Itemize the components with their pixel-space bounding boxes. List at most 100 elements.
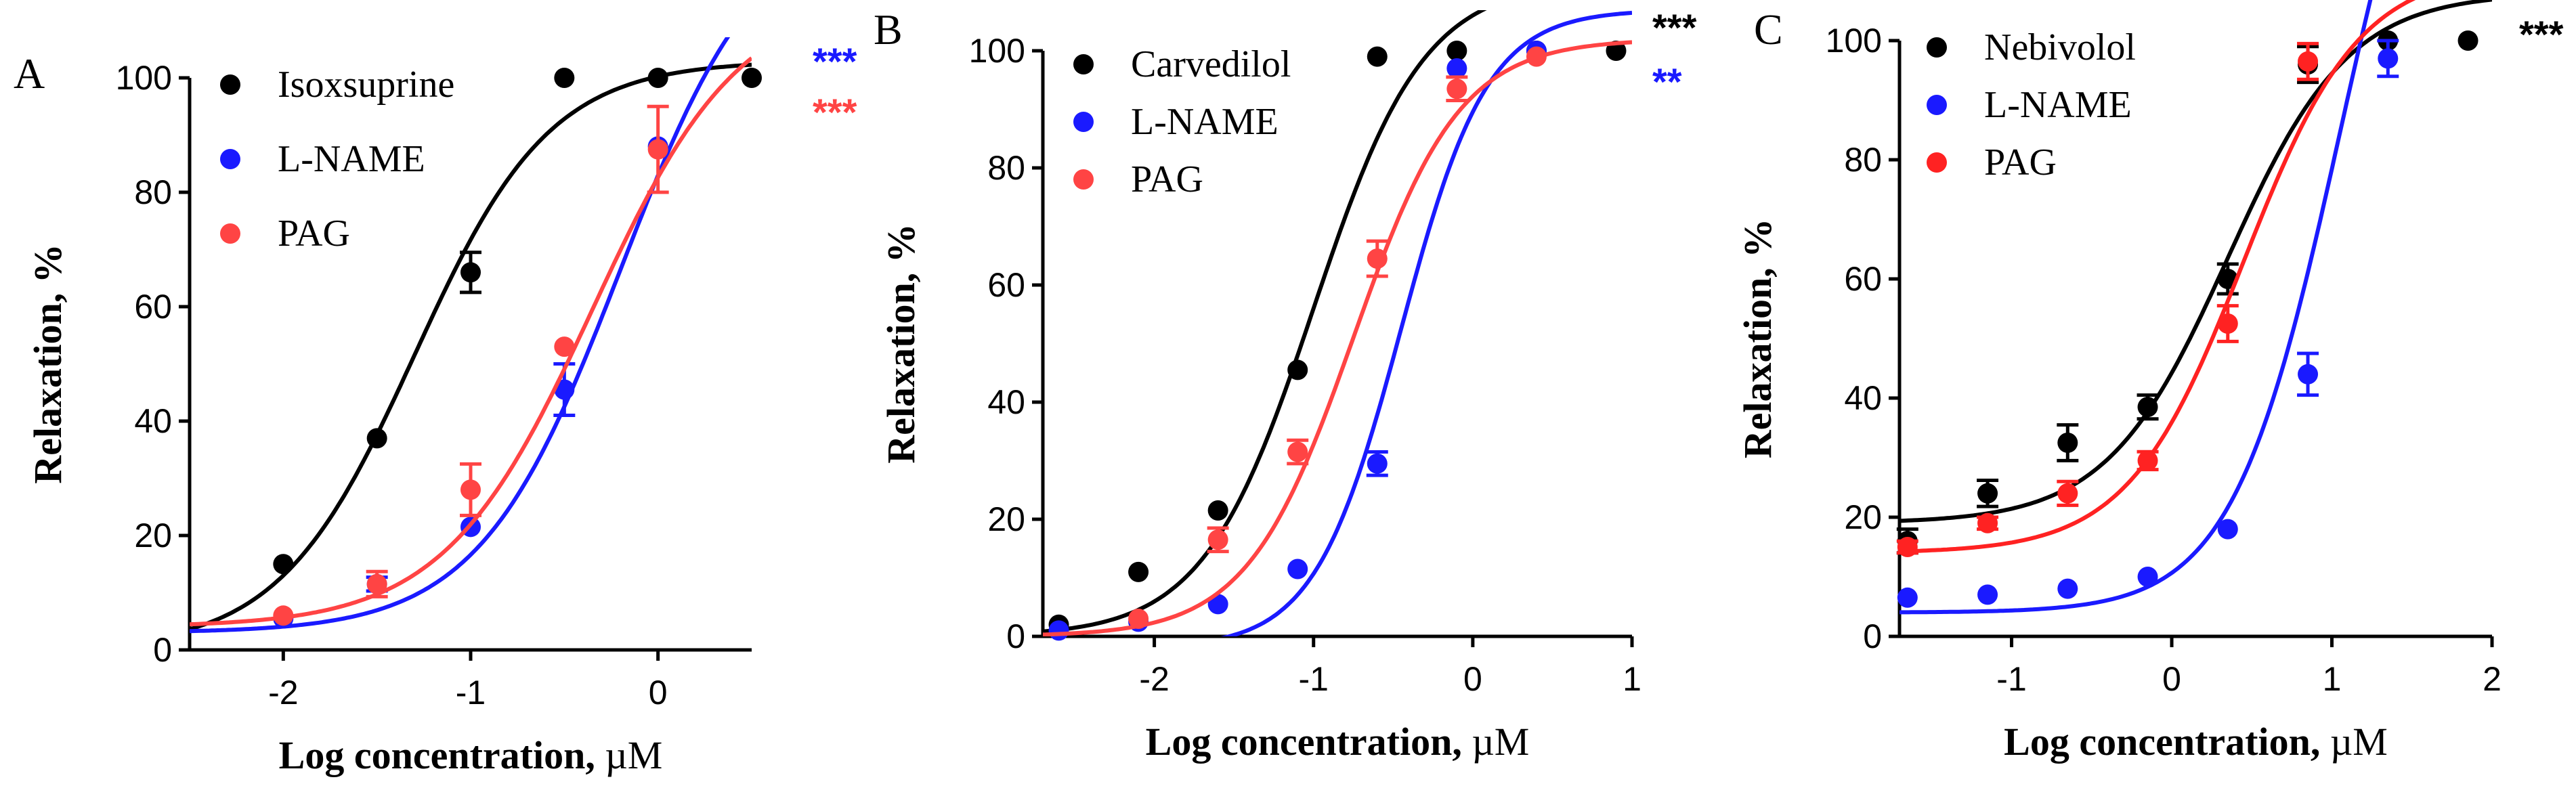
x-tick-label: -2 bbox=[268, 674, 298, 712]
legend-marker bbox=[1073, 112, 1094, 132]
data-point bbox=[273, 554, 294, 575]
data-point bbox=[2057, 483, 2078, 504]
data-point bbox=[1977, 483, 1998, 504]
significance-stars: *** bbox=[1652, 6, 1697, 49]
legend-marker bbox=[1927, 37, 1947, 58]
legend-label: L-NAME bbox=[278, 138, 425, 180]
data-point bbox=[1128, 609, 1149, 630]
data-point bbox=[1367, 46, 1388, 67]
data-point bbox=[1446, 58, 1467, 79]
y-axis-title: Relaxation, % bbox=[26, 244, 70, 483]
panel-letter: C bbox=[1754, 5, 1783, 53]
data-point bbox=[2137, 567, 2158, 587]
data-point bbox=[273, 605, 294, 626]
x-tick-label: -1 bbox=[1996, 660, 2026, 698]
data-point bbox=[1128, 561, 1149, 582]
fit-curve bbox=[1899, 0, 2492, 523]
legend-marker bbox=[1073, 169, 1094, 190]
data-point bbox=[2217, 519, 2238, 540]
x-tick-label: 0 bbox=[649, 674, 668, 712]
legend-label: L-NAME bbox=[1984, 84, 2132, 126]
data-point bbox=[1446, 41, 1467, 61]
legend-marker bbox=[220, 223, 240, 244]
series-pag bbox=[190, 56, 752, 627]
y-tick-label: 60 bbox=[987, 266, 1025, 304]
y-axis-title: Relaxation, % bbox=[879, 223, 923, 463]
data-point bbox=[1207, 500, 1228, 521]
panel-letter: B bbox=[874, 5, 903, 53]
data-point bbox=[460, 262, 481, 283]
fit-curve bbox=[1899, 0, 2416, 554]
data-point bbox=[647, 139, 668, 160]
x-axis-title-unit: µM bbox=[605, 733, 662, 777]
significance-stars: *** bbox=[813, 40, 857, 83]
fit-curve bbox=[190, 37, 731, 634]
y-tick-label: 80 bbox=[134, 173, 172, 211]
data-point bbox=[1287, 559, 1308, 580]
significance-stars: ** bbox=[1652, 60, 1682, 103]
legend-marker bbox=[1927, 95, 1947, 115]
y-tick-label: 60 bbox=[134, 288, 172, 326]
legend-label: Carvedilol bbox=[1131, 43, 1291, 85]
y-tick-label: 100 bbox=[116, 59, 172, 97]
data-point bbox=[1287, 359, 1308, 380]
data-point bbox=[2457, 30, 2478, 51]
data-point bbox=[742, 68, 762, 88]
legend-label: Nebivolol bbox=[1984, 26, 2136, 68]
y-tick-label: 20 bbox=[1844, 498, 1882, 536]
x-tick-label: -2 bbox=[1139, 660, 1169, 698]
data-point bbox=[2298, 51, 2319, 72]
y-tick-label: 80 bbox=[1844, 141, 1882, 179]
data-point bbox=[1048, 620, 1069, 641]
data-point bbox=[460, 479, 481, 500]
data-point bbox=[1526, 46, 1547, 67]
x-tick-label: 2 bbox=[2483, 660, 2502, 698]
data-point bbox=[2057, 578, 2078, 599]
fit-curve bbox=[1220, 10, 1632, 636]
y-tick-label: 40 bbox=[987, 383, 1025, 421]
series-pag bbox=[1896, 0, 2416, 557]
data-point bbox=[2378, 48, 2399, 69]
legend-marker bbox=[220, 149, 240, 169]
fit-curve bbox=[1043, 10, 1487, 634]
legend-marker bbox=[1927, 152, 1947, 173]
data-point bbox=[1897, 537, 1918, 557]
panel-letter: A bbox=[14, 49, 45, 97]
data-point bbox=[554, 379, 575, 400]
y-tick-label: 40 bbox=[134, 402, 172, 440]
panel-a: A 0 20 40 60 80 100 -2 -1 0 Log concentration, µM R… bbox=[14, 37, 857, 777]
significance-stars: *** bbox=[2519, 13, 2564, 56]
data-point bbox=[2137, 450, 2158, 471]
x-axis-title-prefix: Log concentration, bbox=[1146, 720, 1472, 764]
x-axis-title: Log concentration, µM bbox=[279, 733, 663, 777]
x-tick-label: 1 bbox=[2323, 660, 2342, 698]
x-tick-label: -1 bbox=[456, 674, 486, 712]
fit-curve bbox=[1899, 0, 2373, 615]
y-axis-title: Relaxation, % bbox=[1736, 219, 1780, 458]
legend-label: PAG bbox=[1984, 141, 2057, 183]
x-axis-title: Log concentration, µM bbox=[1146, 720, 1530, 764]
x-tick-label: -1 bbox=[1298, 660, 1328, 698]
data-point bbox=[2057, 433, 2078, 453]
y-tick-label: 100 bbox=[969, 32, 1025, 70]
data-point bbox=[1207, 594, 1228, 615]
x-tick-label: 1 bbox=[1623, 660, 1641, 698]
legend-label: PAG bbox=[278, 213, 350, 255]
x-tick-label: 0 bbox=[2162, 660, 2181, 698]
series-carvedilol bbox=[1043, 10, 1627, 635]
y-tick-label: 0 bbox=[1863, 617, 1882, 655]
data-point bbox=[1367, 453, 1388, 474]
data-point bbox=[2298, 364, 2319, 385]
y-tick-label: 20 bbox=[987, 500, 1025, 538]
series-nebivolol bbox=[1896, 0, 2492, 555]
data-point bbox=[1897, 587, 1918, 608]
legend-marker bbox=[1073, 54, 1094, 74]
data-point bbox=[1367, 248, 1388, 269]
legend-label: L-NAME bbox=[1131, 101, 1279, 143]
data-point bbox=[1207, 529, 1228, 550]
data-point bbox=[366, 573, 387, 594]
legend-label: Isoxsuprine bbox=[278, 64, 454, 106]
y-tick-label: 80 bbox=[987, 149, 1025, 187]
series-pag bbox=[1043, 40, 1632, 636]
